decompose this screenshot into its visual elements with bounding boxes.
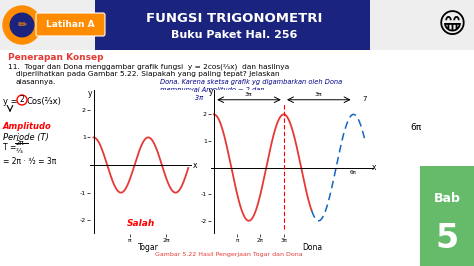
Text: diperlihatkan pada Gambar 5.22. Siapakah yang paling tepat? Jelaskan: diperlihatkan pada Gambar 5.22. Siapakah… [16,71,280,77]
Text: 2: 2 [19,95,24,105]
FancyBboxPatch shape [36,13,105,36]
Circle shape [10,13,34,37]
Text: Salah: Salah [127,219,155,228]
Text: alasannya.: alasannya. [16,79,56,85]
Text: 3π: 3π [245,92,253,97]
Text: 11.  Togar dan Dona menggambar grafik fungsi  y = 2cos(⅔x)  dan hasilnya: 11. Togar dan Dona menggambar grafik fun… [8,63,289,69]
Text: 2π: 2π [16,140,25,146]
Text: ✏: ✏ [18,20,27,30]
Text: y =: y = [3,97,18,106]
Text: Togar: Togar [137,243,158,252]
Text: 6π: 6π [350,170,357,175]
Text: Periode (T): Periode (T) [3,133,49,142]
FancyBboxPatch shape [420,166,474,266]
Text: 3π: 3π [315,92,322,97]
Text: 7: 7 [363,96,367,102]
Text: Buku Paket Hal. 256: Buku Paket Hal. 256 [171,30,297,40]
Text: Gambar 5.22 Hasil Pengerjaan Togar dan Dona: Gambar 5.22 Hasil Pengerjaan Togar dan D… [155,252,302,257]
Text: Periode = 3π: Periode = 3π [160,95,203,101]
Text: Penerapan Konsep: Penerapan Konsep [8,53,103,62]
Text: mempunyai Amplitudo = 2 dan: mempunyai Amplitudo = 2 dan [160,87,264,93]
Text: FUNGSI TRIGONOMETRI: FUNGSI TRIGONOMETRI [146,13,322,26]
Text: Dona: Dona [302,243,322,252]
Text: y: y [88,89,92,98]
Text: T =: T = [3,143,19,152]
Circle shape [3,6,41,44]
Text: 😁: 😁 [438,11,466,39]
Text: Cos(⅔x): Cos(⅔x) [27,97,62,106]
Text: Latihan A: Latihan A [46,20,95,29]
Text: x: x [193,160,197,169]
FancyBboxPatch shape [95,0,370,50]
Text: x: x [372,163,377,172]
FancyBboxPatch shape [0,0,474,50]
Text: Amplitudo: Amplitudo [3,122,52,131]
Text: = 2π · ³⁄₂ = 3π: = 2π · ³⁄₂ = 3π [3,157,56,166]
Text: 6π: 6π [410,123,422,131]
Text: y: y [208,87,213,96]
Text: ⅔: ⅔ [16,148,23,154]
Text: Bab: Bab [434,192,460,205]
Text: Dona. Karena sketsa grafik yg digambarkan oleh Dona: Dona. Karena sketsa grafik yg digambarka… [160,79,342,85]
Text: 5: 5 [436,222,459,255]
